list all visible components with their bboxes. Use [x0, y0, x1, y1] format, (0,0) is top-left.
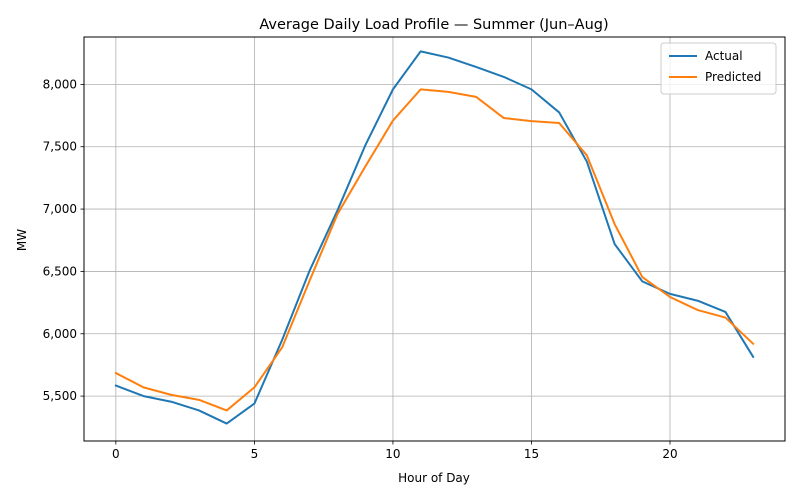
- legend: Actual Predicted: [660, 42, 777, 95]
- chart-title: Average Daily Load Profile — Summer (Jun…: [259, 17, 608, 33]
- plot-area-frame: [83, 36, 786, 442]
- y-tick-label: 6,000: [43, 327, 77, 341]
- y-tick-label: 7,500: [43, 140, 77, 154]
- x-axis-ticks: 0 5 10 15 20: [112, 441, 678, 461]
- x-tick-label: 10: [385, 447, 400, 461]
- x-axis-label: Hour of Day: [398, 471, 470, 485]
- y-tick-label: 8,000: [43, 77, 77, 91]
- y-axis-label: MW: [15, 229, 29, 251]
- x-tick-label: 20: [662, 447, 677, 461]
- y-tick-label: 7,000: [43, 202, 77, 216]
- x-tick-label: 0: [112, 447, 120, 461]
- legend-label-predicted: Predicted: [705, 70, 761, 84]
- y-tick-label: 5,500: [43, 389, 77, 403]
- x-tick-label: 5: [251, 447, 259, 461]
- x-tick-label: 15: [524, 447, 539, 461]
- y-tick-label: 6,500: [43, 264, 77, 278]
- series-line-predicted: [114, 88, 755, 412]
- series-lines: [114, 50, 755, 425]
- y-axis-ticks: 5,500 6,000 6,500 7,000 7,500 8,000: [43, 77, 84, 403]
- series-line-actual: [114, 50, 755, 425]
- legend-label-actual: Actual: [705, 49, 743, 63]
